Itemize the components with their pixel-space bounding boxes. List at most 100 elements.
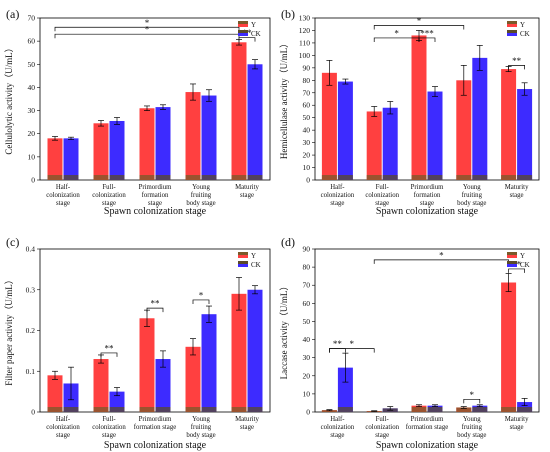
y-tick-label: 80 xyxy=(303,263,311,272)
x-tick-label: stage xyxy=(375,432,389,439)
bar-y xyxy=(231,293,247,412)
x-tick-label: Half- xyxy=(56,184,71,191)
bar-base xyxy=(337,175,353,180)
bar-ck xyxy=(201,314,217,412)
significance-mark: *** xyxy=(420,28,434,38)
chart-panel-b: (b) 0 10 20 30 40 50 60 70 80 90 100 110 120 130 Hemice… xyxy=(279,7,540,217)
plot-frame xyxy=(314,248,540,413)
chart-panel-c: (c) 0 0.1 0.2 0.3 0.4 Filter paper activity（U/… xyxy=(4,235,271,451)
y-tick-label: 0.1 xyxy=(26,367,36,376)
x-tick-label: formation stage xyxy=(406,424,448,431)
legend-swatch-top xyxy=(238,252,248,255)
y-tick-label: 40 xyxy=(303,126,311,135)
significance-mark: * xyxy=(417,16,422,26)
y-tick-label: 30 xyxy=(303,138,311,147)
y-tick-label: 0 xyxy=(306,408,310,417)
y-tick-label: 40 xyxy=(28,83,36,92)
plot-frame xyxy=(39,17,271,181)
bar-y xyxy=(501,69,517,180)
x-tick-label: colonization xyxy=(46,192,80,199)
bar-y xyxy=(366,111,382,180)
x-tick-label: Young xyxy=(463,184,481,191)
legend-label: CK xyxy=(251,30,261,38)
bar-ck xyxy=(337,81,353,180)
significance-bracket xyxy=(238,37,256,42)
significance-mark: ** xyxy=(105,343,115,353)
y-tick-label: 130 xyxy=(299,14,311,23)
bar-ck xyxy=(247,289,263,412)
y-tick-label: 50 xyxy=(303,317,311,326)
legend-label: Y xyxy=(520,252,525,260)
significance-mark: ** xyxy=(151,299,161,309)
bar-base xyxy=(456,407,472,412)
y-tick-label: 20 xyxy=(303,371,311,380)
bar-base xyxy=(139,175,155,180)
bar-y xyxy=(93,359,109,412)
x-tick-label: Maturity xyxy=(235,184,259,191)
y-tick-label: 110 xyxy=(299,38,310,47)
bar-ck xyxy=(337,367,353,412)
x-tick-label: stage xyxy=(375,200,389,207)
bar-base xyxy=(427,175,443,180)
bar-base xyxy=(321,175,337,180)
x-tick-label: stage xyxy=(510,192,524,199)
x-tick-label: fruiting xyxy=(462,192,483,199)
x-tick-label: stage xyxy=(102,432,116,439)
x-tick-label: fruiting xyxy=(191,424,212,431)
bar-base xyxy=(139,407,155,412)
x-tick-label: Primordium xyxy=(411,184,445,191)
x-tick-label: body stage xyxy=(186,432,215,439)
y-tick-label: 60 xyxy=(28,37,36,46)
bar-base xyxy=(427,407,443,412)
significance-bracket xyxy=(329,348,375,353)
y-tick-label: 90 xyxy=(303,245,311,254)
bar-ck xyxy=(472,57,488,180)
bar-base xyxy=(501,407,517,412)
y-tick-label: 10 xyxy=(303,389,311,398)
y-axis-label: Hemicellulase activity（U/mL） xyxy=(279,39,289,159)
bar-base xyxy=(47,407,63,412)
x-tick-label: body stage xyxy=(186,200,215,207)
bar-base xyxy=(472,175,488,180)
x-tick-label: colonization xyxy=(46,424,80,431)
bar-y xyxy=(321,72,337,180)
x-tick-label: stage xyxy=(240,192,254,199)
legend-label: Y xyxy=(520,21,525,29)
bar-ck xyxy=(155,359,171,412)
significance-bracket xyxy=(146,307,164,313)
x-tick-label: stage xyxy=(56,432,70,439)
x-tick-label: body stage xyxy=(457,432,486,439)
x-tick-label: colonization xyxy=(321,192,355,199)
significance-mark: * xyxy=(470,390,475,400)
y-tick-label: 60 xyxy=(303,101,311,110)
bar-base xyxy=(155,407,171,412)
x-tick-label: formation xyxy=(414,192,441,199)
bar-base xyxy=(337,407,353,412)
y-tick-label: 20 xyxy=(28,129,36,138)
x-tick-label: body stage xyxy=(457,200,486,207)
significance-mark: * xyxy=(145,18,150,28)
y-tick-label: 30 xyxy=(28,106,36,115)
bar-y xyxy=(185,92,201,180)
bar-base xyxy=(201,175,217,180)
x-tick-label: colonization xyxy=(92,192,126,199)
legend-label: Y xyxy=(251,252,256,260)
y-tick-label: 60 xyxy=(303,299,311,308)
x-tick-label: stage xyxy=(510,424,524,431)
bar-base xyxy=(247,175,263,180)
bar-base xyxy=(231,407,247,412)
legend-swatch-top xyxy=(238,261,248,264)
legend-label: CK xyxy=(520,261,530,269)
x-axis-label: Spawn colonization stage xyxy=(104,206,207,217)
significance-bracket xyxy=(54,33,240,39)
x-axis-label: Spawn colonization stage xyxy=(376,206,479,217)
y-tick-label: 100 xyxy=(299,51,311,60)
y-tick-label: 70 xyxy=(28,14,36,23)
y-axis-label: Laccase activity（U/mL） xyxy=(279,282,289,380)
y-tick-label: 20 xyxy=(303,151,311,160)
bar-base xyxy=(109,175,125,180)
x-tick-label: stage xyxy=(420,200,434,207)
x-tick-label: stage xyxy=(148,200,162,207)
bar-base xyxy=(517,175,533,180)
x-tick-label: Full- xyxy=(376,184,390,191)
